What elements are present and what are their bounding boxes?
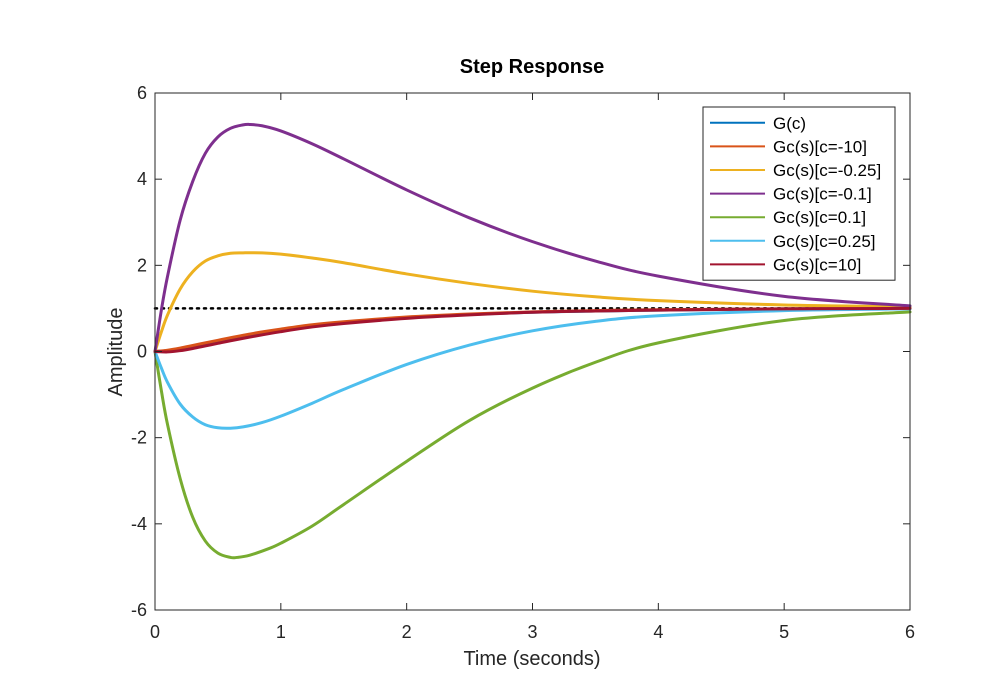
y-tick-label: 0 xyxy=(137,342,147,362)
y-tick-label: -4 xyxy=(131,514,147,534)
x-tick-label: 4 xyxy=(653,622,663,642)
series-line-4 xyxy=(153,122,912,353)
legend-label: Gc(s)[c=0.25] xyxy=(773,232,876,251)
legend-label: Gc(s)[c=-10] xyxy=(773,137,867,156)
legend-label: Gc(s)[c=10] xyxy=(773,255,861,274)
x-tick-label: 5 xyxy=(779,622,789,642)
legend-label: G(c) xyxy=(773,114,806,133)
series-line-6 xyxy=(153,307,912,430)
legend-label: Gc(s)[c=-0.1] xyxy=(773,185,872,204)
x-axis-label: Time (seconds) xyxy=(463,648,600,670)
y-axis-label: Amplitude xyxy=(105,308,127,397)
chart-title: Step Response xyxy=(460,56,604,78)
y-tick-label: -2 xyxy=(131,428,147,448)
series-lines xyxy=(153,122,912,560)
x-tick-label: 3 xyxy=(527,622,537,642)
x-tick-label: 0 xyxy=(150,622,160,642)
x-tick-label: 1 xyxy=(276,622,286,642)
y-tick-label: 6 xyxy=(137,83,147,103)
series-line-7 xyxy=(153,306,912,354)
x-tick-label: 6 xyxy=(905,622,915,642)
ticks: 0 1 2 3 4 5 6 -6 -4 -2 0 2 4 6 xyxy=(131,83,915,642)
y-tick-label: 4 xyxy=(137,169,147,189)
legend-label: Gc(s)[c=0.1] xyxy=(773,208,866,227)
y-tick-label: 2 xyxy=(137,255,147,275)
legend-label: Gc(s)[c=-0.25] xyxy=(773,161,881,180)
y-tick-label: -6 xyxy=(131,600,147,620)
x-tick-label: 2 xyxy=(402,622,412,642)
series-line-5 xyxy=(153,310,912,560)
legend: G(c) Gc(s)[c=-10] Gc(s)[c=-0.25] Gc(s)[c=-0… xyxy=(702,106,896,281)
series-line-3 xyxy=(153,251,912,353)
